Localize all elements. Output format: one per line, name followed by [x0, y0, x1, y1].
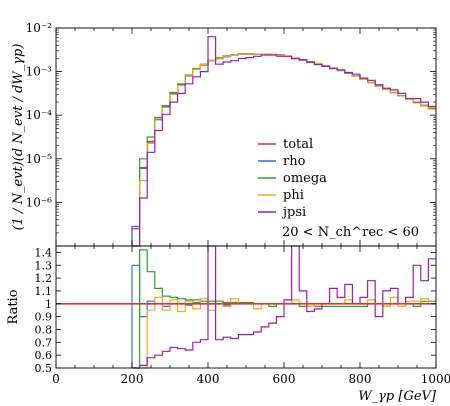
legend-annotation: 20 < N_ch^rec < 60 [282, 225, 419, 240]
legend-label-jpsi: jpsi [281, 205, 306, 220]
ratio-y-axis-label: Ratio [6, 289, 21, 324]
x-axis-label: W_γp [GeV] [358, 389, 437, 404]
x-tick-label: 1000 [421, 372, 450, 386]
ratio-y-tick-label: 0.7 [35, 336, 53, 349]
legend-label-total: total [283, 137, 313, 152]
x-tick-label: 800 [349, 372, 372, 386]
top-panel-frame [55, 27, 437, 247]
top-y-tick-label: 10⁻⁴ [26, 108, 53, 122]
top-y-tick-label: 10⁻⁵ [26, 152, 53, 166]
x-tick-label: 400 [197, 372, 220, 386]
top-y-tick-label: 10⁻² [26, 21, 53, 35]
ratio-y-tick-label: 1.3 [35, 259, 53, 272]
ratio-y-tick-label: 1.1 [35, 285, 53, 298]
x-tick-label: 200 [121, 372, 144, 386]
ratio-y-tick-label: 0.5 [35, 362, 53, 375]
legend: total rho omega phi jpsi [258, 137, 327, 220]
top-y-tick-label: 10⁻⁶ [26, 195, 53, 209]
series-jpsi-line [132, 36, 436, 247]
legend-label-phi: phi [283, 188, 304, 203]
top-y-tick-label: 10⁻³ [26, 65, 53, 79]
ratio-panel-frame [55, 245, 437, 369]
top-y-axis-label: (1 / N_evt)(d N_evt / dW_γp) [11, 44, 26, 231]
ratio-y-tick-label: 1.4 [35, 246, 53, 259]
ratio-y-tick-label: 1.2 [35, 272, 53, 285]
x-tick-label: 0 [52, 372, 60, 386]
x-tick-label: 600 [273, 372, 296, 386]
ratio-y-tick-label: 0.6 [35, 349, 53, 362]
ratio-y-tick-label: 0.8 [35, 323, 53, 336]
ratio-y-tick-label: 1 [45, 298, 52, 311]
ratio-y-tick-label: 0.9 [35, 311, 53, 324]
legend-label-omega: omega [283, 171, 327, 186]
legend-label-rho: rho [283, 154, 306, 169]
ratio-jpsi-line [132, 245, 436, 369]
